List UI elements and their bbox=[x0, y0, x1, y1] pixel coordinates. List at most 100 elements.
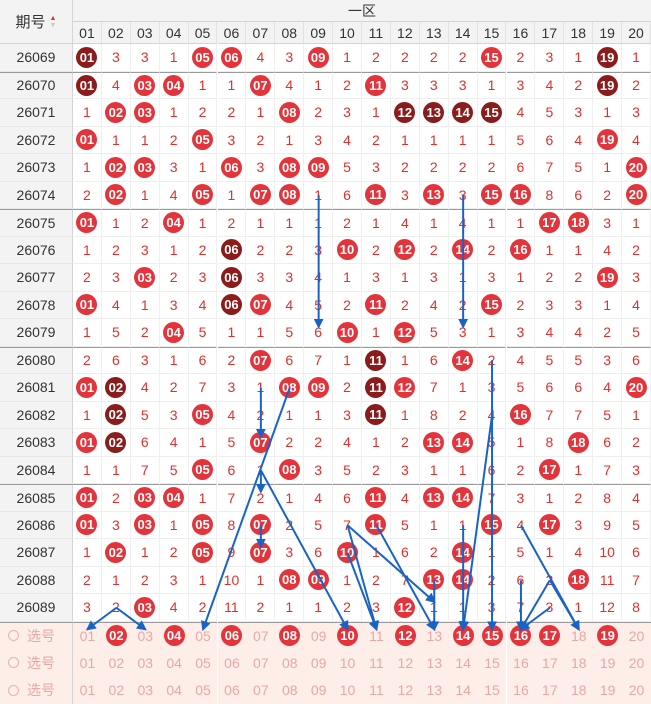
select-number-02[interactable]: 02 bbox=[102, 622, 131, 650]
trend-cell: 12 bbox=[391, 374, 420, 402]
select-number-15[interactable]: 15 bbox=[478, 677, 507, 704]
trend-cell: 1 bbox=[449, 512, 478, 540]
select-number-01[interactable]: 01 bbox=[73, 677, 102, 704]
select-number-16[interactable]: 16 bbox=[507, 677, 536, 704]
select-number-07[interactable]: 07 bbox=[246, 677, 275, 704]
select-number-19[interactable]: 19 bbox=[593, 622, 622, 650]
period-header[interactable]: 期号▲▼ bbox=[0, 0, 73, 44]
selected-number-ball[interactable]: 15 bbox=[482, 625, 503, 646]
select-number-15[interactable]: 15 bbox=[478, 649, 507, 677]
select-number-06[interactable]: 06 bbox=[218, 649, 247, 677]
select-number-12[interactable]: 12 bbox=[391, 622, 420, 650]
select-number-02[interactable]: 02 bbox=[102, 649, 131, 677]
select-number-09[interactable]: 09 bbox=[304, 649, 333, 677]
select-number-08[interactable]: 08 bbox=[275, 677, 304, 704]
selected-number-ball[interactable]: 14 bbox=[453, 625, 474, 646]
select-radio-icon[interactable] bbox=[8, 685, 19, 696]
selected-number-ball[interactable]: 04 bbox=[164, 625, 185, 646]
sort-icon[interactable]: ▲▼ bbox=[50, 15, 57, 29]
select-number-16[interactable]: 16 bbox=[507, 622, 536, 650]
selected-number-ball[interactable]: 19 bbox=[597, 625, 618, 646]
selected-number-ball[interactable]: 02 bbox=[106, 625, 127, 646]
trend-cell: 05 bbox=[189, 402, 218, 430]
select-number-19[interactable]: 19 bbox=[593, 677, 622, 704]
select-number-17[interactable]: 17 bbox=[535, 649, 564, 677]
select-row-label[interactable]: 选号 bbox=[0, 649, 73, 677]
select-row-text: 选号 bbox=[27, 653, 55, 673]
select-number-07[interactable]: 07 bbox=[246, 622, 275, 650]
select-number-05[interactable]: 05 bbox=[189, 677, 218, 704]
select-number-20[interactable]: 20 bbox=[622, 622, 651, 650]
trend-cell: 2 bbox=[420, 44, 449, 72]
select-number-13[interactable]: 13 bbox=[420, 649, 449, 677]
trend-cell: 06 bbox=[218, 237, 247, 265]
select-number-17[interactable]: 17 bbox=[535, 677, 564, 704]
select-number-11[interactable]: 11 bbox=[362, 649, 391, 677]
select-row-label[interactable]: 选号 bbox=[0, 622, 73, 650]
selected-number-ball[interactable]: 06 bbox=[221, 625, 242, 646]
select-number-08[interactable]: 08 bbox=[275, 649, 304, 677]
select-number-10[interactable]: 10 bbox=[333, 649, 362, 677]
select-radio-icon[interactable] bbox=[8, 630, 19, 641]
select-number-09[interactable]: 09 bbox=[304, 677, 333, 704]
period-cell: 26087 bbox=[0, 539, 73, 567]
select-number-14[interactable]: 14 bbox=[449, 677, 478, 704]
select-number-03[interactable]: 03 bbox=[131, 622, 160, 650]
selected-number-ball[interactable]: 10 bbox=[337, 625, 358, 646]
column-header-18: 18 bbox=[564, 22, 593, 44]
trend-cell: 07 bbox=[246, 182, 275, 210]
trend-cell: 5 bbox=[478, 429, 507, 457]
trend-cell: 4 bbox=[593, 237, 622, 265]
trend-cell: 6 bbox=[478, 457, 507, 485]
select-number-05[interactable]: 05 bbox=[189, 622, 218, 650]
select-number-06[interactable]: 06 bbox=[218, 677, 247, 704]
select-number-17[interactable]: 17 bbox=[535, 622, 564, 650]
select-number-16[interactable]: 16 bbox=[507, 649, 536, 677]
select-number-07[interactable]: 07 bbox=[246, 649, 275, 677]
select-number-01[interactable]: 01 bbox=[73, 622, 102, 650]
trend-cell: 2 bbox=[333, 209, 362, 237]
select-number-05[interactable]: 05 bbox=[189, 649, 218, 677]
select-number-11[interactable]: 11 bbox=[362, 622, 391, 650]
select-number-13[interactable]: 13 bbox=[420, 677, 449, 704]
select-number-14[interactable]: 14 bbox=[449, 622, 478, 650]
select-number-10[interactable]: 10 bbox=[333, 622, 362, 650]
selected-number-ball[interactable]: 17 bbox=[539, 625, 560, 646]
trend-cell: 12 bbox=[391, 319, 420, 347]
drawn-number-ball: 07 bbox=[250, 514, 271, 535]
select-number-12[interactable]: 12 bbox=[391, 677, 420, 704]
select-number-04[interactable]: 04 bbox=[160, 677, 189, 704]
select-number-04[interactable]: 04 bbox=[160, 622, 189, 650]
select-number-15[interactable]: 15 bbox=[478, 622, 507, 650]
selected-number-ball[interactable]: 08 bbox=[279, 625, 300, 646]
select-number-03[interactable]: 03 bbox=[131, 649, 160, 677]
select-number-20[interactable]: 20 bbox=[622, 677, 651, 704]
select-number-20[interactable]: 20 bbox=[622, 649, 651, 677]
select-number-19[interactable]: 19 bbox=[593, 649, 622, 677]
select-number-03[interactable]: 03 bbox=[131, 677, 160, 704]
select-row-label[interactable]: 选号 bbox=[0, 677, 73, 704]
trend-cell: 3 bbox=[304, 457, 333, 485]
select-number-12[interactable]: 12 bbox=[391, 649, 420, 677]
select-number-18[interactable]: 18 bbox=[564, 622, 593, 650]
select-number-18[interactable]: 18 bbox=[564, 677, 593, 704]
trend-cell: 2 bbox=[564, 264, 593, 292]
select-number-02[interactable]: 02 bbox=[102, 677, 131, 704]
selected-number-ball[interactable]: 12 bbox=[395, 625, 416, 646]
trend-cell: 11 bbox=[362, 402, 391, 430]
selected-number-ball[interactable]: 16 bbox=[510, 625, 531, 646]
select-number-09[interactable]: 09 bbox=[304, 622, 333, 650]
trend-cell: 2 bbox=[449, 44, 478, 72]
select-number-13[interactable]: 13 bbox=[420, 622, 449, 650]
select-number-18[interactable]: 18 bbox=[564, 649, 593, 677]
select-number-08[interactable]: 08 bbox=[275, 622, 304, 650]
trend-cell: 1 bbox=[420, 209, 449, 237]
select-number-04[interactable]: 04 bbox=[160, 649, 189, 677]
select-number-01[interactable]: 01 bbox=[73, 649, 102, 677]
select-radio-icon[interactable] bbox=[8, 657, 19, 668]
select-number-06[interactable]: 06 bbox=[218, 622, 247, 650]
select-number-14[interactable]: 14 bbox=[449, 649, 478, 677]
select-number-10[interactable]: 10 bbox=[333, 677, 362, 704]
select-number-11[interactable]: 11 bbox=[362, 677, 391, 704]
trend-cell: 3 bbox=[449, 319, 478, 347]
